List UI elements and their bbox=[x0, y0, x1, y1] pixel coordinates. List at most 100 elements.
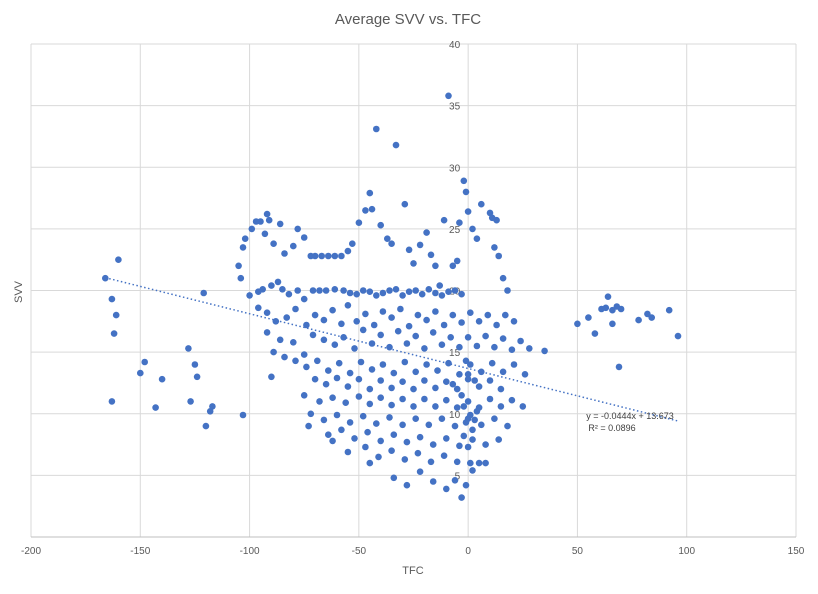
data-point bbox=[375, 453, 382, 461]
data-point bbox=[276, 336, 284, 344]
data-point bbox=[202, 422, 210, 430]
data-point bbox=[471, 416, 479, 424]
data-point bbox=[464, 398, 472, 405]
data-point bbox=[648, 314, 655, 321]
data-point bbox=[311, 311, 319, 319]
data-point bbox=[388, 447, 395, 455]
y-axis-title: SVV bbox=[13, 280, 25, 303]
data-point bbox=[344, 247, 352, 255]
data-point bbox=[473, 342, 481, 350]
data-point bbox=[482, 332, 489, 340]
data-point bbox=[602, 304, 610, 312]
data-point bbox=[427, 458, 435, 466]
data-point bbox=[425, 286, 433, 293]
data-point bbox=[377, 377, 385, 384]
data-point bbox=[499, 274, 507, 282]
data-point bbox=[373, 125, 380, 133]
data-point bbox=[486, 377, 494, 384]
data-point bbox=[478, 421, 485, 429]
data-point bbox=[272, 318, 280, 325]
data-point bbox=[499, 368, 507, 376]
data-point bbox=[257, 218, 264, 225]
data-point bbox=[316, 398, 323, 405]
y-tick-label: 30 bbox=[449, 163, 461, 174]
data-point bbox=[290, 242, 297, 250]
data-point bbox=[115, 256, 122, 264]
data-point bbox=[340, 287, 347, 294]
data-point bbox=[338, 320, 345, 328]
data-point bbox=[458, 319, 465, 326]
data-point bbox=[357, 358, 365, 366]
data-point bbox=[665, 306, 673, 314]
data-point bbox=[349, 240, 356, 247]
data-point bbox=[473, 408, 481, 415]
data-point bbox=[412, 415, 420, 423]
data-point bbox=[268, 282, 275, 289]
data-point bbox=[464, 208, 472, 215]
data-point bbox=[303, 321, 310, 329]
data-point bbox=[366, 459, 374, 467]
data-point bbox=[405, 288, 413, 296]
data-point bbox=[333, 374, 341, 382]
data-point bbox=[307, 410, 315, 418]
data-point bbox=[451, 477, 459, 484]
data-point bbox=[464, 371, 472, 378]
y-tick-label: 5 bbox=[455, 471, 461, 482]
data-point bbox=[331, 252, 339, 260]
data-point bbox=[314, 357, 321, 365]
data-point bbox=[635, 316, 642, 324]
data-point bbox=[338, 252, 345, 260]
data-point bbox=[478, 368, 485, 376]
data-point bbox=[484, 311, 492, 319]
data-point bbox=[303, 363, 310, 371]
data-point bbox=[285, 290, 293, 298]
y-tick-label: 35 bbox=[449, 102, 461, 113]
data-point bbox=[423, 229, 430, 236]
data-point bbox=[362, 443, 369, 451]
data-point bbox=[368, 205, 376, 213]
data-point bbox=[366, 189, 374, 197]
data-point bbox=[491, 244, 498, 251]
data-point bbox=[425, 421, 433, 429]
data-point bbox=[191, 361, 199, 368]
data-point bbox=[401, 456, 409, 463]
data-point bbox=[193, 373, 201, 381]
data-point bbox=[390, 369, 398, 377]
data-point bbox=[453, 257, 461, 265]
data-point bbox=[268, 373, 275, 381]
data-point bbox=[443, 378, 450, 386]
data-point bbox=[108, 295, 116, 303]
data-point bbox=[456, 343, 463, 351]
data-point bbox=[410, 260, 417, 267]
data-point bbox=[438, 341, 446, 349]
data-point bbox=[340, 334, 347, 341]
data-point bbox=[526, 345, 533, 352]
data-point bbox=[469, 467, 476, 474]
data-point bbox=[110, 330, 118, 337]
data-point bbox=[390, 474, 398, 482]
data-point bbox=[445, 359, 452, 367]
data-point bbox=[609, 320, 616, 328]
data-point bbox=[604, 293, 612, 301]
data-point bbox=[294, 287, 302, 294]
y-tick-label: 15 bbox=[449, 348, 461, 359]
data-point bbox=[366, 400, 374, 408]
data-point bbox=[325, 431, 332, 439]
data-point bbox=[325, 367, 332, 374]
data-point bbox=[445, 288, 452, 296]
data-point bbox=[377, 331, 385, 339]
data-point bbox=[386, 343, 393, 351]
data-point bbox=[346, 369, 354, 377]
data-point bbox=[237, 274, 245, 282]
data-point bbox=[279, 286, 286, 293]
data-point bbox=[292, 357, 299, 365]
data-point bbox=[497, 403, 505, 410]
data-point bbox=[443, 485, 450, 493]
data-point bbox=[418, 290, 426, 298]
data-point bbox=[108, 398, 116, 405]
chart-title: Average SVV vs. TFC bbox=[335, 11, 481, 28]
data-point bbox=[403, 481, 411, 489]
data-point bbox=[458, 290, 465, 298]
